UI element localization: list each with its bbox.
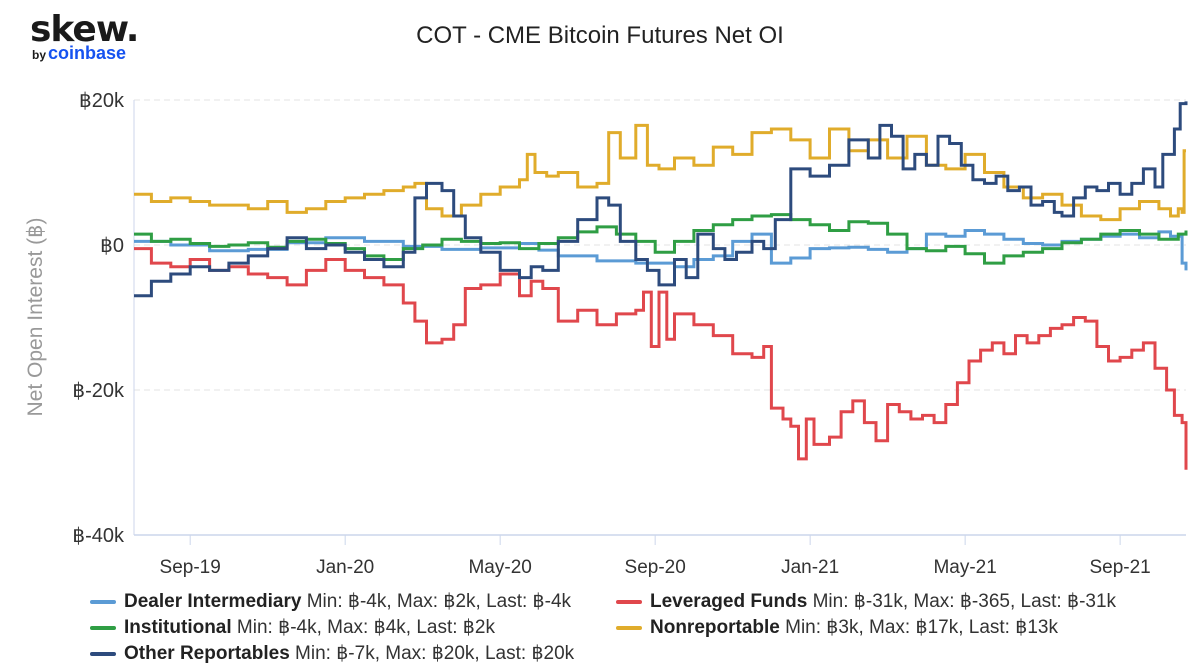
- legend-swatch: [90, 599, 116, 604]
- legend-swatch: [90, 625, 116, 630]
- y-tick-label: ฿20k: [79, 90, 125, 112]
- logo-parent: coinbase: [48, 43, 127, 63]
- legend-item-institutional[interactable]: Institutional Min: ฿-4k, Max: ฿4k, Last:…: [90, 616, 495, 639]
- y-axis-ticks: ฿20k ฿0 ฿-20k ฿-40k: [72, 90, 125, 547]
- legend-series-name: Other Reportables: [124, 643, 290, 664]
- logo-brand: skew.: [30, 9, 139, 50]
- y-axis-label: Net Open Interest (฿): [24, 218, 47, 417]
- legend-series-name: Nonreportable: [650, 617, 780, 638]
- legend-series-stats: Min: ฿-4k, Max: ฿2k, Last: ฿-4k: [301, 591, 572, 612]
- series-lines: [134, 101, 1188, 470]
- legend-series-name: Institutional: [124, 617, 232, 638]
- x-axis-ticks: Sep-19 Jan-20 May-20 Sep-20 Jan-21 May-21 Sep-…: [160, 535, 1151, 578]
- series-line-leveraged-funds: [134, 247, 1188, 470]
- legend-item-other-reportables[interactable]: Other Reportables Min: ฿-7k, Max: ฿20k, …: [90, 642, 574, 665]
- x-tick-label: Sep-20: [625, 557, 686, 578]
- legend-series-stats: Min: ฿-7k, Max: ฿20k, Last: ฿20k: [289, 643, 575, 664]
- x-tick-label: Sep-19: [160, 557, 221, 578]
- legend-series-stats: Min: ฿-4k, Max: ฿4k, Last: ฿2k: [231, 617, 495, 638]
- legend-series-stats: Min: ฿3k, Max: ฿17k, Last: ฿13k: [779, 617, 1058, 638]
- grid-lines: [133, 99, 1186, 536]
- x-tick-label: Sep-21: [1089, 557, 1150, 578]
- chart-title: COT - CME Bitcoin Futures Net OI: [416, 22, 784, 49]
- legend-item-leveraged-funds[interactable]: Leveraged Funds Min: ฿-31k, Max: ฿-365, …: [616, 590, 1116, 613]
- logo-by: by: [32, 48, 47, 62]
- legend-swatch: [90, 651, 116, 656]
- x-tick-label: Jan-21: [781, 557, 839, 578]
- legend-item-dealer-intermediary[interactable]: Dealer Intermediary Min: ฿-4k, Max: ฿2k,…: [90, 590, 571, 613]
- y-tick-label: ฿-20k: [72, 380, 125, 402]
- series-line-institutional: [134, 213, 1188, 265]
- legend-item-nonreportable[interactable]: Nonreportable Min: ฿3k, Max: ฿17k, Last:…: [616, 616, 1058, 639]
- legend-series-name: Dealer Intermediary: [124, 591, 302, 612]
- x-tick-label: Jan-20: [316, 557, 374, 578]
- legend-swatch: [616, 599, 642, 604]
- legend-swatch: [616, 625, 642, 630]
- series-line-other-reportables: [134, 101, 1188, 298]
- series-line-nonreportable: [134, 123, 1186, 222]
- x-tick-label: May-21: [933, 557, 996, 578]
- legend-series-name: Leveraged Funds: [650, 591, 808, 612]
- skew-logo: skew. by coinbase: [30, 9, 139, 64]
- y-tick-label: ฿0: [100, 235, 124, 257]
- legend-series-stats: Min: ฿-31k, Max: ฿-365, Last: ฿-31k: [807, 591, 1117, 612]
- x-tick-label: May-20: [468, 557, 531, 578]
- y-tick-label: ฿-40k: [72, 525, 125, 547]
